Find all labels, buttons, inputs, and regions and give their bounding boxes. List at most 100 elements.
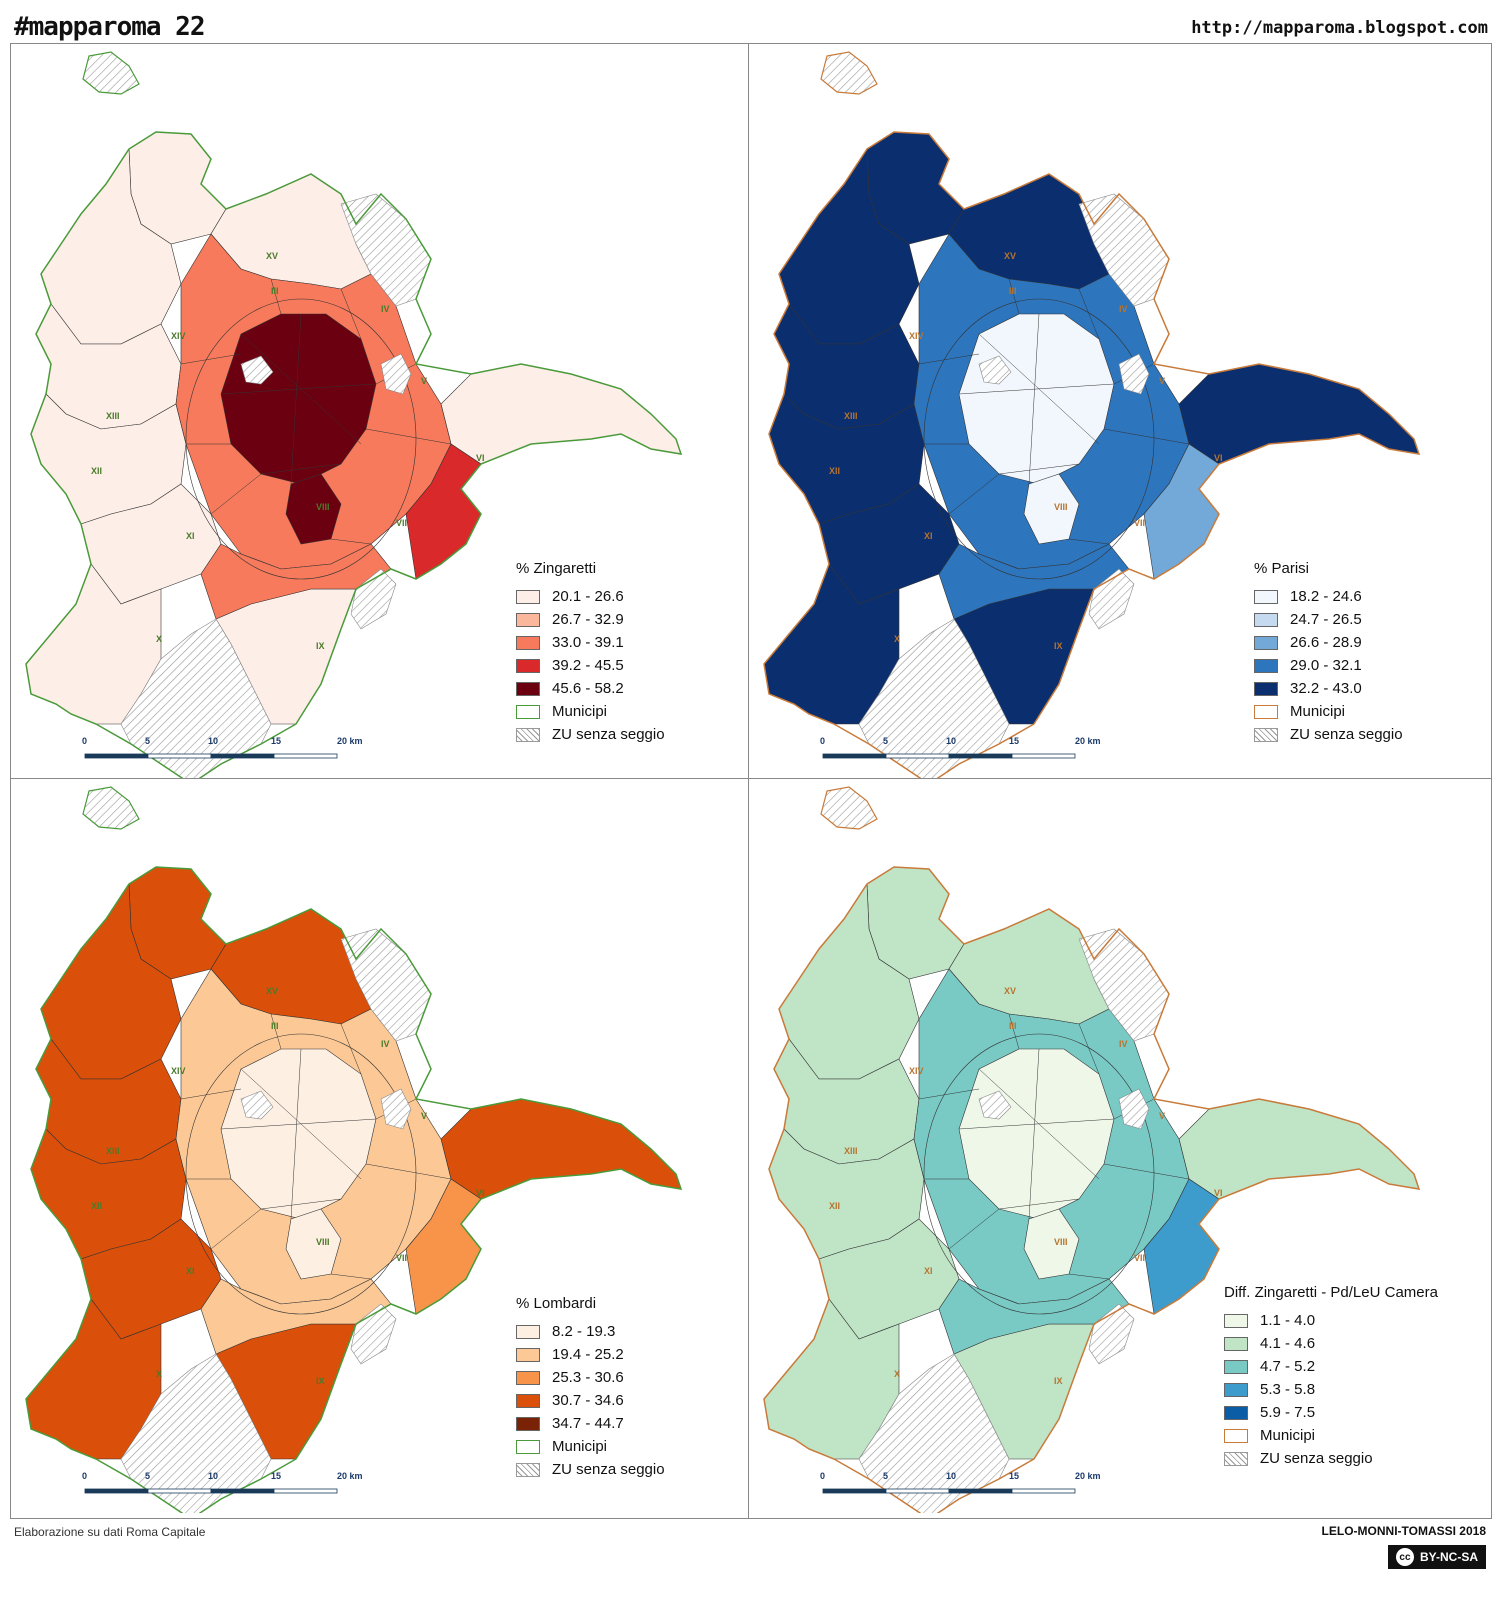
municipio-label: VI [476,453,485,463]
legend-swatch [516,1462,540,1477]
municipio-label: IX [1054,1376,1063,1386]
scale-tick-label: 15 [1009,736,1019,746]
exclave-area [82,51,140,95]
zone-boundary [998,1198,1080,1210]
municipio-label: VI [476,1188,485,1198]
scale-tick-label: 5 [883,736,888,746]
municipio-label: XIV [909,331,924,341]
scale-segment [273,753,338,759]
legend-swatch [516,635,540,650]
zone-boundary [1028,313,1040,485]
municipio-label: VII [396,518,407,528]
map-legend: % Lombardi 8.2 - 19.3 19.4 - 25.2 25.3 - 30… [516,1295,665,1481]
legend-class: 30.7 - 34.6 [516,1389,665,1412]
legend-swatch [516,727,540,742]
municipio-label: XIII [106,1146,120,1156]
municipi-boundary [25,866,683,1513]
legend-swatch [1224,1359,1248,1374]
legend-label: 1.1 - 4.0 [1260,1312,1316,1329]
municipi-boundary [763,866,1421,1513]
legend-class: 5.9 - 7.5 [1224,1401,1438,1424]
zone-boundary [220,383,377,395]
legend-swatch [1224,1336,1248,1351]
municipio-label: V [421,1111,427,1121]
municipio-label: XV [1004,986,1016,996]
municipio-label: X [894,1369,900,1379]
municipio-label: VIII [316,1237,330,1247]
map-legend: % Parisi 18.2 - 24.6 24.7 - 26.5 26.6 - 28.… [1254,560,1403,746]
legend-label: Municipi [1260,1427,1316,1444]
zone-boundary [240,1068,362,1180]
legend-label: Municipi [552,703,608,720]
municipio-label: III [1009,1021,1017,1031]
choropleth-map: XIV XIII XII XI X IX VIII VII VI V IV III XV 0 5 10 15 20… [25,786,683,1513]
scale-segment [210,753,275,759]
scale-tick-label: 20 km [337,1471,363,1481]
zone-boundary [340,288,362,340]
legend-label: 32.2 - 43.0 [1290,680,1362,697]
municipi-boundary [25,131,683,778]
legend-class: 29.0 - 32.1 [1254,654,1403,677]
legend-swatch [1224,1313,1248,1328]
municipio-label: X [156,634,162,644]
scale-segment [147,1488,212,1494]
zone-area [1178,1098,1420,1200]
zone-boundary [978,1068,1100,1180]
scale-tick-label: 20 km [1075,1471,1101,1481]
ring-road [185,1033,417,1315]
legend-hatch: ZU senza seggio [516,1458,665,1481]
zone-boundary [260,463,342,475]
municipio-label: IV [381,304,390,314]
zone-boundary [210,473,262,515]
scale-tick-label: 15 [1009,1471,1019,1481]
map-panel-zingaretti: XIV XIII XII XI X IX VIII VII VI V IV III XV 0 5 10 15 20… [11,44,748,778]
legend-title: % Lombardi [516,1295,597,1312]
zone-boundary [1008,1013,1020,1050]
legend-label: 4.7 - 5.2 [1260,1358,1316,1375]
source-url[interactable]: http://mapparoma.blogspot.com [1191,18,1488,38]
license-badge[interactable]: cc BY-NC-SA [1387,1545,1486,1569]
legend-swatch [1224,1451,1248,1466]
zone-boundary [1068,1273,1110,1280]
legend-swatch [1254,681,1278,696]
scale-segment [885,1488,950,1494]
legend-label: ZU senza seggio [1260,1450,1373,1467]
hatched-area [1118,1088,1150,1130]
legend-municipi: Municipi [516,700,665,723]
zone-boundary [180,1088,242,1100]
municipio-label: XII [829,466,840,476]
legend-label: 19.4 - 25.2 [552,1346,624,1363]
zone-boundary [260,1198,342,1210]
zone-boundary [365,428,452,445]
legend-swatch [1254,704,1278,719]
municipio-label: XI [924,1266,933,1276]
zone-boundary [210,1208,262,1250]
exclave-area [820,51,878,95]
legend-label: 20.1 - 26.6 [552,588,624,605]
legend-label: 30.7 - 34.6 [552,1392,624,1409]
zone-boundary [918,1088,980,1100]
municipio-label: V [421,376,427,386]
scale-segment [822,753,887,759]
legend-swatch [516,1393,540,1408]
municipio-label: XI [924,531,933,541]
hatched-area [350,1303,397,1365]
scale-segment [948,1488,1013,1494]
municipio-label: VII [1134,518,1145,528]
scale-tick-label: 10 [946,736,956,746]
legend-label: 39.2 - 45.5 [552,657,624,674]
page-title: #mapparoma 22 [14,12,205,42]
legend-class: 20.1 - 26.6 [516,585,665,608]
zone-boundary [1078,1023,1100,1075]
municipio-label: IX [316,641,325,651]
legend-class: 19.4 - 25.2 [516,1343,665,1366]
municipio-label: III [271,286,279,296]
zone-boundary [1103,1163,1190,1180]
legend-label: 45.6 - 58.2 [552,680,624,697]
zone-boundary [1078,288,1100,340]
scale-tick-label: 5 [883,1471,888,1481]
scale-tick-label: 15 [271,1471,281,1481]
scale-tick-label: 5 [145,1471,150,1481]
choropleth-map: XIV XIII XII XI X IX VIII VII VI V IV III XV 0 5 10 15 20… [25,51,683,778]
legend-swatch [1224,1428,1248,1443]
